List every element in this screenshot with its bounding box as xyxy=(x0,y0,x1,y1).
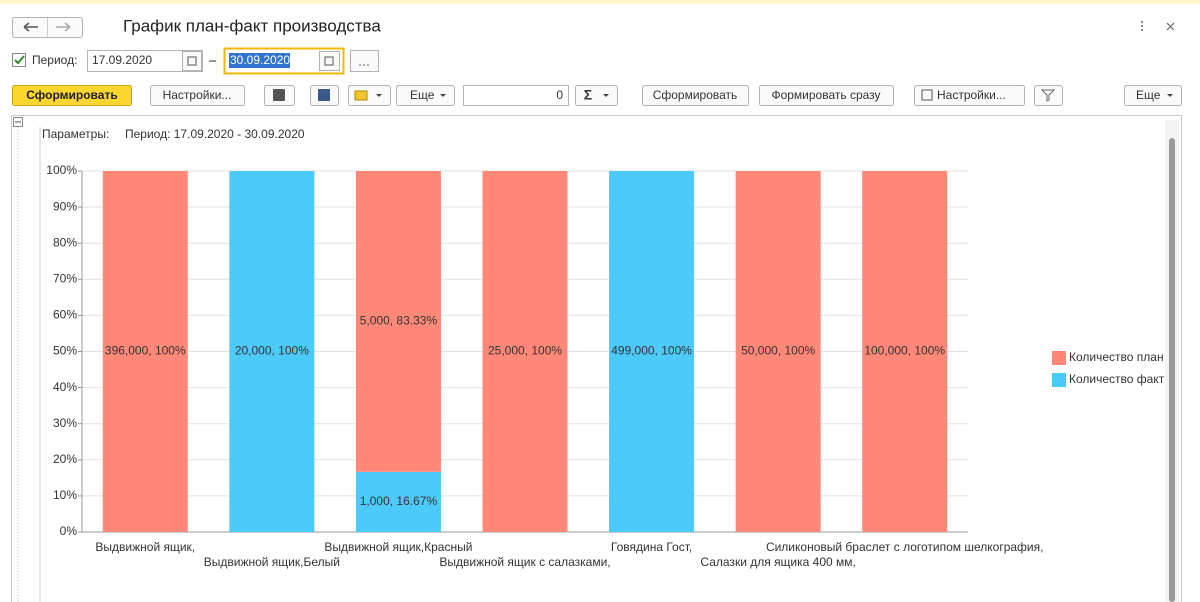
settings-button[interactable] xyxy=(150,85,245,106)
parameters-value: Период: 17.09.2020 - 30.09.2020 xyxy=(125,127,305,141)
number-input[interactable] xyxy=(463,85,569,106)
y-tick-label: 50% xyxy=(53,344,77,358)
data-label: 5,000, 83.33% xyxy=(360,314,438,328)
data-label: 100,000, 100% xyxy=(864,344,945,358)
data-label: 396,000, 100% xyxy=(105,344,186,358)
scrollbar-thumb[interactable] xyxy=(1169,138,1175,602)
y-tick-label: 10% xyxy=(53,488,77,502)
top-strip xyxy=(0,0,1200,4)
x-tick-label: Говядина Гост, xyxy=(611,540,692,554)
generate2-button[interactable] xyxy=(642,85,749,106)
y-tick-label: 60% xyxy=(53,308,77,322)
filter-icon xyxy=(1040,89,1056,102)
generate-button[interactable] xyxy=(12,85,132,106)
calendar-icon xyxy=(187,56,197,66)
bar-segment xyxy=(355,471,441,532)
settings-icon xyxy=(921,89,933,101)
bar-segment xyxy=(609,171,695,532)
calendar-button[interactable] xyxy=(319,51,340,71)
generate-now-button[interactable] xyxy=(759,85,894,106)
menu-icon[interactable] xyxy=(1141,21,1143,31)
date-from-input[interactable] xyxy=(87,50,203,72)
y-tick-label: 90% xyxy=(53,199,77,213)
data-label: 25,000, 100% xyxy=(488,344,562,358)
bar-segment xyxy=(735,171,821,532)
more2-button[interactable] xyxy=(1124,85,1182,106)
y-tick-label: 80% xyxy=(53,235,77,249)
bar-segment xyxy=(355,171,441,472)
calendar-button[interactable] xyxy=(182,51,202,71)
period-select-button[interactable] xyxy=(350,50,379,72)
y-tick-label: 30% xyxy=(53,416,77,430)
generate2-label: Сформировать xyxy=(653,88,738,102)
checkmark xyxy=(14,55,25,65)
data-label: 50,000, 100% xyxy=(741,344,815,358)
report-frame xyxy=(11,115,1182,602)
legend-swatch xyxy=(1052,351,1066,365)
date-to: 30.09.2020 xyxy=(230,53,290,67)
back-icon xyxy=(23,22,38,32)
print-icon xyxy=(273,89,285,101)
x-tick-label: Салазки для ящика 400 мм, xyxy=(700,555,855,569)
dropdown-arrow xyxy=(1167,94,1173,97)
y-tick-label: 40% xyxy=(53,380,77,394)
more2-label: Еще xyxy=(1136,88,1161,102)
settings2-label: Настройки... xyxy=(937,88,1006,102)
y-tick-label: 20% xyxy=(53,452,77,466)
bar-segment xyxy=(482,171,568,532)
data-label: 20,000, 100% xyxy=(235,344,309,358)
number-value: 0 xyxy=(556,88,563,102)
bar-segment xyxy=(229,171,315,532)
ellipsis-icon xyxy=(359,64,369,66)
settings2-button[interactable] xyxy=(914,85,1025,106)
parameters-label: Параметры: xyxy=(42,127,109,141)
data-label: 1,000, 16.67% xyxy=(360,494,438,508)
mail-icon xyxy=(354,90,368,101)
legend-label: Количество план xyxy=(1069,350,1164,364)
x-tick-label: Выдвижной ящик,Красный xyxy=(324,540,472,554)
y-tick-label: 70% xyxy=(53,271,77,285)
x-tick-label: Выдвижной ящик с салазками, xyxy=(439,555,610,569)
y-tick-label: 100% xyxy=(46,163,77,177)
close-icon[interactable] xyxy=(1166,22,1175,31)
bar-segment xyxy=(102,171,188,532)
window-title: График план-факт производства xyxy=(123,16,381,35)
period-checkbox[interactable] xyxy=(12,53,26,67)
x-tick-label: Выдвижной ящик, xyxy=(95,540,195,554)
y-tick-label: 0% xyxy=(60,524,78,538)
save-icon xyxy=(318,89,330,101)
x-tick-label: Силиконовый браслет с логотипом шелкогра… xyxy=(766,540,1044,554)
calendar-icon xyxy=(324,56,334,66)
generate-label: Сформировать xyxy=(26,88,117,102)
dropdown-arrow xyxy=(603,94,609,97)
bar-segment xyxy=(862,171,948,532)
legend-swatch xyxy=(1052,373,1066,387)
legend-label: Количество факт xyxy=(1069,372,1165,386)
data-label: 499,000, 100% xyxy=(611,344,692,358)
chart: 0% 10% 20% 30% 40% 50% 60% 70% 80% 90% 100% 396,000… xyxy=(46,163,1164,569)
dropdown-arrow xyxy=(440,94,446,97)
more-label: Еще xyxy=(410,88,435,102)
sum-button[interactable] xyxy=(575,85,618,106)
period-label: Период: xyxy=(32,53,77,67)
x-tick-label: Выдвижной ящик,Белый xyxy=(204,555,340,569)
dropdown-arrow xyxy=(376,94,382,97)
forward-icon xyxy=(56,22,71,32)
selection xyxy=(229,53,290,68)
sum-label: Σ xyxy=(584,87,592,103)
date-from: 17.09.2020 xyxy=(92,53,152,67)
more-button[interactable] xyxy=(396,85,455,106)
generate-now-label: Формировать сразу xyxy=(771,88,880,102)
settings-label: Настройки... xyxy=(163,88,232,102)
